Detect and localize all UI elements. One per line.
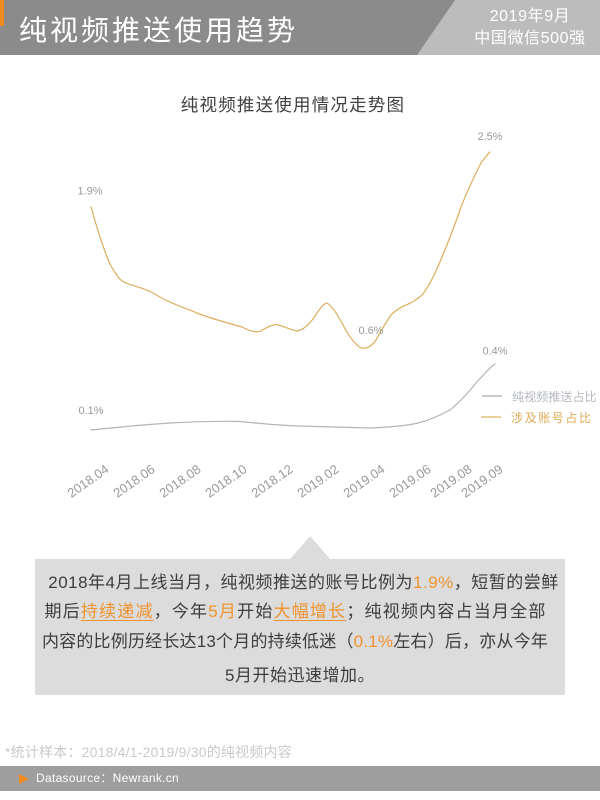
svg-text:2018.12: 2018.12 <box>248 461 295 500</box>
svg-text:2018.08: 2018.08 <box>156 461 203 500</box>
svg-text:2.5%: 2.5% <box>477 131 502 143</box>
svg-text:2018.06: 2018.06 <box>110 461 157 500</box>
svg-text:2019.04: 2019.04 <box>340 461 387 500</box>
svg-text:0.1%: 0.1% <box>78 405 103 417</box>
svg-text:涉及账号占比: 涉及账号占比 <box>511 410 593 425</box>
svg-text:0.6%: 0.6% <box>358 325 383 337</box>
svg-text:2018.10: 2018.10 <box>202 461 249 500</box>
svg-text:1.9%: 1.9% <box>77 186 102 198</box>
svg-text:0.4%: 0.4% <box>482 346 507 358</box>
svg-text:2019.02: 2019.02 <box>294 461 341 500</box>
svg-text:2019.06: 2019.06 <box>386 461 433 500</box>
svg-text:纯视频推送占比: 纯视频推送占比 <box>512 389 597 404</box>
svg-text:2018.04: 2018.04 <box>64 461 111 500</box>
